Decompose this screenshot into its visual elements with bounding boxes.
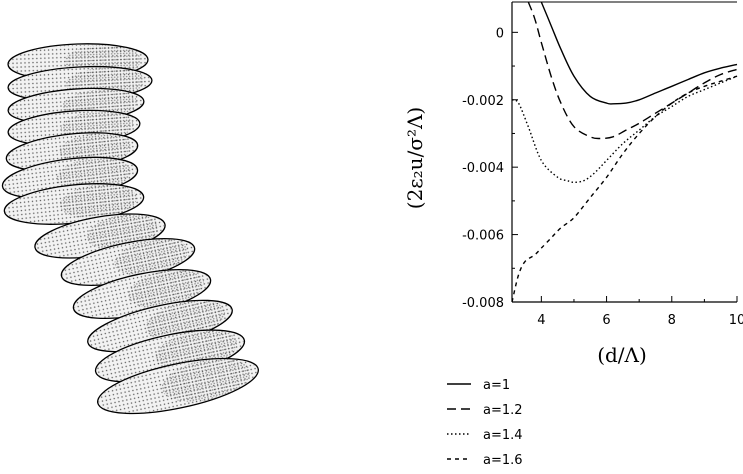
stack-disk <box>72 268 212 320</box>
stack-disk <box>60 237 196 287</box>
y-tick-label: -0.008 <box>462 296 504 311</box>
series-line-a-1 <box>540 1 738 105</box>
twisted-stack-illustration <box>1 43 259 415</box>
x-tick-label: 10 <box>729 313 743 328</box>
legend-label: a=1 <box>483 378 510 393</box>
x-tick-label: 4 <box>537 313 545 328</box>
y-tick-label: -0.006 <box>462 229 504 244</box>
legend-label: a=1.6 <box>483 453 523 468</box>
y-tick-label: 0 <box>496 26 504 41</box>
x-axis-label: (d/Λ) <box>597 343 647 367</box>
stack-disk <box>97 357 259 415</box>
legend-label: a=1.2 <box>483 403 523 418</box>
legend-label: a=1.4 <box>483 428 523 443</box>
y-axis-label: (2ε₂u/σ²Λ) <box>403 107 427 209</box>
y-tick-label: -0.002 <box>462 94 504 109</box>
series-line-a-1-2 <box>527 1 738 140</box>
legend: a=1 a=1.2 a=1.4 a=1.6 <box>447 378 523 468</box>
series-line-a-1-4 <box>512 75 738 184</box>
x-tick-label: 6 <box>602 313 610 328</box>
series-line-a-1-6 <box>512 75 738 302</box>
x-tick-label: 8 <box>668 313 676 328</box>
stack-disk <box>94 329 246 383</box>
y-tick-label: -0.004 <box>462 161 504 176</box>
